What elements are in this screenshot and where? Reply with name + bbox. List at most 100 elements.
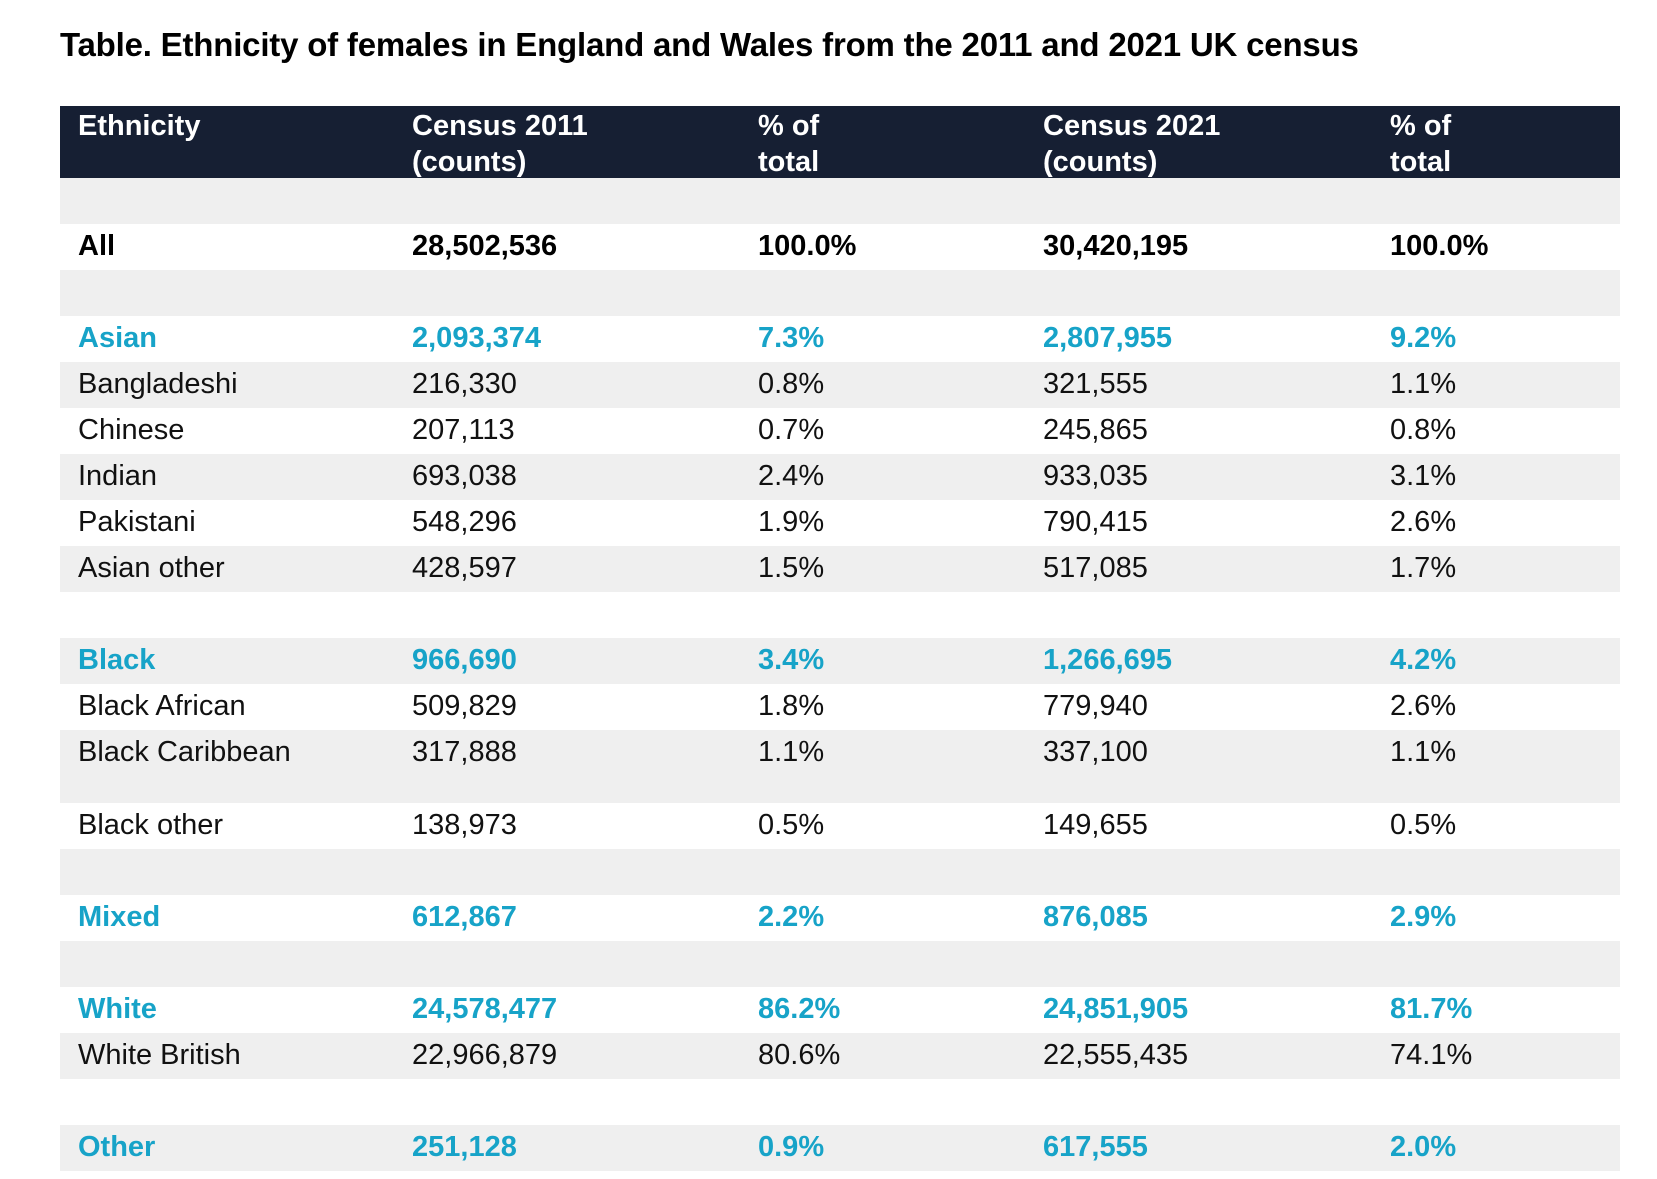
- ethnicity-cell: Pakistani: [78, 506, 196, 538]
- pct-2021-cell: 9.2%: [1390, 322, 1457, 354]
- pct-2021-cell: 0.8%: [1390, 414, 1457, 446]
- ethnicity-cell: White: [78, 993, 157, 1025]
- ethnicity-cell: Other: [78, 1131, 156, 1163]
- census-2021-cell: 24,851,905: [1043, 993, 1189, 1025]
- census-2021-cell: 876,085: [1043, 901, 1148, 933]
- header-label: (counts): [412, 146, 527, 178]
- pct-2021-cell: 0.5%: [1390, 809, 1457, 841]
- pct-2011-cell: 2.4%: [758, 460, 825, 492]
- census-2011-cell: 216,330: [412, 368, 517, 400]
- census-2011-cell: 317,888: [412, 736, 517, 768]
- pct-2021-cell: 100.0%: [1390, 230, 1489, 262]
- header-label: (counts): [1043, 146, 1158, 178]
- column-header-census-2021: Census 2021 (counts): [1043, 108, 1220, 180]
- table-body: All 28,502,536 100.0% 30,420,195 100.0% Asian…: [60, 178, 1620, 1171]
- group-row: White 24,578,477 86.2% 24,851,905 81.7%: [60, 987, 1620, 1033]
- census-2021-cell: 790,415: [1043, 506, 1148, 538]
- census-2011-cell: 966,690: [412, 644, 517, 676]
- pct-2021-cell: 1.1%: [1390, 736, 1457, 768]
- ethnicity-cell: Asian other: [78, 552, 225, 584]
- table-row: Black African 509,829 1.8% 779,940 2.6%: [60, 684, 1620, 730]
- census-2011-cell: 251,128: [412, 1131, 517, 1163]
- table-row: White British 22,966,879 80.6% 22,555,435 74…: [60, 1033, 1620, 1079]
- census-2011-cell: 612,867: [412, 901, 517, 933]
- table-title: Table. Ethnicity of females in England a…: [60, 26, 1359, 63]
- pct-2021-cell: 2.9%: [1390, 901, 1457, 933]
- header-label: Census 2011: [412, 110, 588, 142]
- total-row: All 28,502,536 100.0% 30,420,195 100.0%: [60, 224, 1620, 270]
- census-table: Ethnicity Census 2011 (counts) % of total …: [60, 106, 1620, 1171]
- census-2011-cell: 24,578,477: [412, 993, 558, 1025]
- header-label: Census 2021: [1043, 110, 1221, 142]
- ethnicity-cell: Black other: [78, 809, 224, 841]
- pct-2021-cell: 1.1%: [1390, 368, 1457, 400]
- table-header-row: Ethnicity Census 2011 (counts) % of total …: [60, 106, 1620, 178]
- census-2011-cell: 428,597: [412, 552, 517, 584]
- header-label: Ethnicity: [78, 110, 201, 142]
- group-row: Asian 2,093,374 7.3% 2,807,955 9.2%: [60, 316, 1620, 362]
- spacer-row: [60, 178, 1620, 224]
- census-2021-cell: 30,420,195: [1043, 230, 1189, 262]
- census-2021-cell: 22,555,435: [1043, 1039, 1189, 1071]
- pct-2011-cell: 1.1%: [758, 736, 825, 768]
- pct-2021-cell: 4.2%: [1390, 644, 1457, 676]
- pct-2011-cell: 100.0%: [758, 230, 857, 262]
- pct-2011-cell: 1.8%: [758, 690, 825, 722]
- pct-2021-cell: 2.0%: [1390, 1131, 1457, 1163]
- spacer-row: [60, 849, 1620, 895]
- column-header-ethnicity: Ethnicity: [78, 108, 378, 144]
- census-2021-cell: 617,555: [1043, 1131, 1148, 1163]
- column-header-census-2011: Census 2011 (counts): [412, 108, 588, 180]
- ethnicity-cell: All: [78, 230, 116, 262]
- census-2011-cell: 693,038: [412, 460, 517, 492]
- group-row: Other 251,128 0.9% 617,555 2.0%: [60, 1125, 1620, 1171]
- header-label: total: [758, 146, 820, 178]
- spacer-row: [60, 941, 1620, 987]
- column-header-pct-2021: % of total: [1390, 108, 1451, 180]
- ethnicity-cell: Bangladeshi: [78, 368, 238, 400]
- census-2011-cell: 2,093,374: [412, 322, 542, 354]
- pct-2011-cell: 80.6%: [758, 1039, 841, 1071]
- census-2021-cell: 517,085: [1043, 552, 1148, 584]
- table-row: Chinese 207,113 0.7% 245,865 0.8%: [60, 408, 1620, 454]
- pct-2021-cell: 81.7%: [1390, 993, 1473, 1025]
- pct-2011-cell: 0.7%: [758, 414, 825, 446]
- ethnicity-cell: Asian: [78, 322, 157, 354]
- ethnicity-cell: Black Caribbean: [78, 736, 291, 768]
- spacer-row: [60, 592, 1620, 638]
- table-row: Asian other 428,597 1.5% 517,085 1.7%: [60, 546, 1620, 592]
- pct-2021-cell: 1.7%: [1390, 552, 1457, 584]
- census-2011-cell: 207,113: [412, 414, 515, 446]
- header-label: % of: [758, 110, 820, 142]
- pct-2021-cell: 74.1%: [1390, 1039, 1473, 1071]
- ethnicity-cell: White British: [78, 1039, 241, 1071]
- header-label: % of: [1390, 110, 1452, 142]
- pct-2021-cell: 2.6%: [1390, 506, 1457, 538]
- header-label: total: [1390, 146, 1452, 178]
- pct-2011-cell: 7.3%: [758, 322, 825, 354]
- census-2011-cell: 138,973: [412, 809, 517, 841]
- spacer-row: [60, 270, 1620, 316]
- pct-2011-cell: 1.5%: [758, 552, 825, 584]
- spacer-row: [60, 1079, 1620, 1125]
- ethnicity-cell: Indian: [78, 460, 158, 492]
- table-row: Bangladeshi 216,330 0.8% 321,555 1.1%: [60, 362, 1620, 408]
- table-row: Indian 693,038 2.4% 933,035 3.1%: [60, 454, 1620, 500]
- ethnicity-cell: Mixed: [78, 901, 161, 933]
- ethnicity-cell: Chinese: [78, 414, 185, 446]
- ethnicity-cell: Black: [78, 644, 156, 676]
- pct-2011-cell: 2.2%: [758, 901, 825, 933]
- census-2021-cell: 337,100: [1043, 736, 1148, 768]
- pct-2021-cell: 2.6%: [1390, 690, 1457, 722]
- pct-2011-cell: 1.9%: [758, 506, 825, 538]
- pct-2011-cell: 86.2%: [758, 993, 841, 1025]
- column-header-pct-2011: % of total: [758, 108, 819, 180]
- table-row: Pakistani 548,296 1.9% 790,415 2.6%: [60, 500, 1620, 546]
- census-2011-cell: 509,829: [412, 690, 517, 722]
- census-2021-cell: 321,555: [1043, 368, 1148, 400]
- group-row: Mixed 612,867 2.2% 876,085 2.9%: [60, 895, 1620, 941]
- table-row: Black Caribbean 317,888 1.1% 337,100 1.1%: [60, 730, 1620, 803]
- census-2021-cell: 933,035: [1043, 460, 1148, 492]
- census-2011-cell: 28,502,536: [412, 230, 558, 262]
- pct-2011-cell: 0.9%: [758, 1131, 825, 1163]
